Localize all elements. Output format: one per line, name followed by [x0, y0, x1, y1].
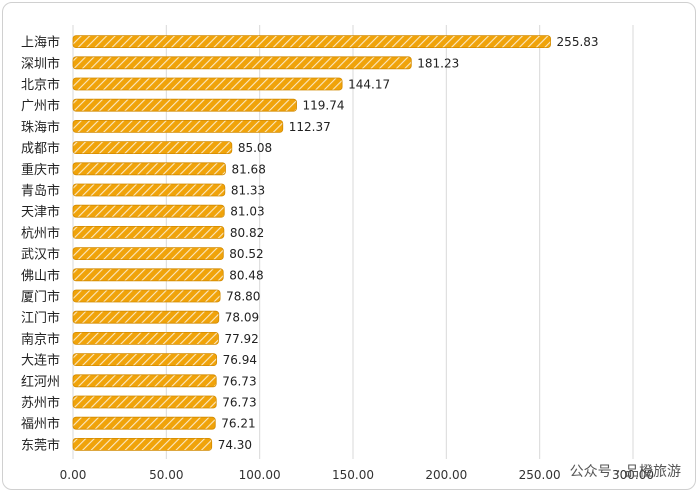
x-tick-label: 100.00: [239, 468, 281, 482]
value-label: 80.52: [229, 247, 263, 261]
value-label: 144.17: [348, 78, 390, 92]
bar: [72, 204, 225, 218]
category-label: 上海市: [21, 35, 60, 51]
category-label: 江门市: [21, 310, 60, 326]
category-label: 天津市: [21, 204, 60, 220]
category-label: 苏州市: [21, 395, 60, 411]
x-tick-label: 300.00: [612, 468, 654, 482]
value-label: 119.74: [303, 99, 345, 113]
watermark: 公众号 · 品橙旅游: [569, 464, 681, 480]
category-label: 福州市: [21, 416, 60, 432]
x-tick-label: 200.00: [425, 468, 467, 482]
bar: [72, 162, 226, 176]
value-label: 77.92: [224, 332, 258, 346]
value-label: 81.03: [230, 205, 264, 219]
bar: [72, 183, 226, 197]
value-label: 112.37: [289, 120, 331, 134]
bar: [72, 353, 218, 367]
category-label: 广州市: [21, 98, 60, 114]
category-label: 大连市: [21, 353, 60, 369]
category-label: 东莞市: [21, 437, 60, 453]
category-label: 南京市: [21, 331, 60, 347]
value-label: 255.83: [557, 35, 599, 49]
category-label: 北京市: [21, 77, 60, 93]
value-label: 181.23: [417, 56, 459, 70]
x-tick-label: 0.00: [60, 468, 87, 482]
category-label: 深圳市: [21, 56, 60, 72]
category-label: 珠海市: [21, 119, 60, 135]
category-label: 红河州: [21, 374, 60, 390]
category-label: 成都市: [21, 141, 60, 157]
value-label: 80.48: [229, 268, 263, 282]
value-label: 81.68: [231, 162, 265, 176]
category-label: 重庆市: [21, 162, 60, 178]
category-label: 杭州市: [21, 225, 60, 241]
category-label: 武汉市: [21, 247, 60, 263]
grid-layer: [72, 25, 634, 459]
x-tick-label: 250.00: [519, 468, 561, 482]
value-label: 74.30: [218, 438, 252, 452]
bar: [72, 310, 220, 324]
bar: [72, 120, 284, 133]
value-label: 76.73: [222, 374, 256, 388]
bar: [72, 374, 217, 388]
bar: [72, 77, 343, 91]
bar: [72, 437, 213, 451]
bar: [72, 141, 233, 155]
bar: [72, 225, 225, 239]
value-label: 80.82: [230, 226, 264, 240]
category-label: 青岛市: [21, 183, 60, 199]
bar: [72, 247, 224, 261]
x-tick-label: 50.00: [149, 468, 183, 482]
bar: [72, 331, 219, 345]
bar: [72, 98, 297, 112]
bar: [72, 56, 412, 70]
bar: [72, 35, 551, 48]
chart-frame: 0.00 50.00 100.00 150.00 200.00 250.00 300.00 上…: [2, 2, 696, 490]
value-label: 76.73: [222, 396, 256, 410]
bar: [72, 416, 216, 430]
category-label: 佛山市: [21, 268, 60, 284]
value-label: 78.80: [226, 290, 260, 304]
category-label: 厦门市: [21, 289, 60, 305]
bar-layer: [72, 35, 551, 451]
value-label: 78.09: [225, 311, 259, 325]
value-label: 76.94: [223, 353, 257, 367]
x-tick-label: 150.00: [332, 468, 374, 482]
value-label: 81.33: [231, 184, 265, 198]
bar-chart: 0.00 50.00 100.00 150.00 200.00 250.00 300.00 上…: [21, 25, 654, 482]
bar: [72, 268, 224, 282]
bar: [72, 395, 217, 409]
bar: [72, 289, 221, 303]
value-label: 85.08: [238, 141, 272, 155]
label-layer: 0.00 50.00 100.00 150.00 200.00 250.00 300.00 上…: [21, 35, 654, 482]
value-label: 76.21: [221, 417, 255, 431]
